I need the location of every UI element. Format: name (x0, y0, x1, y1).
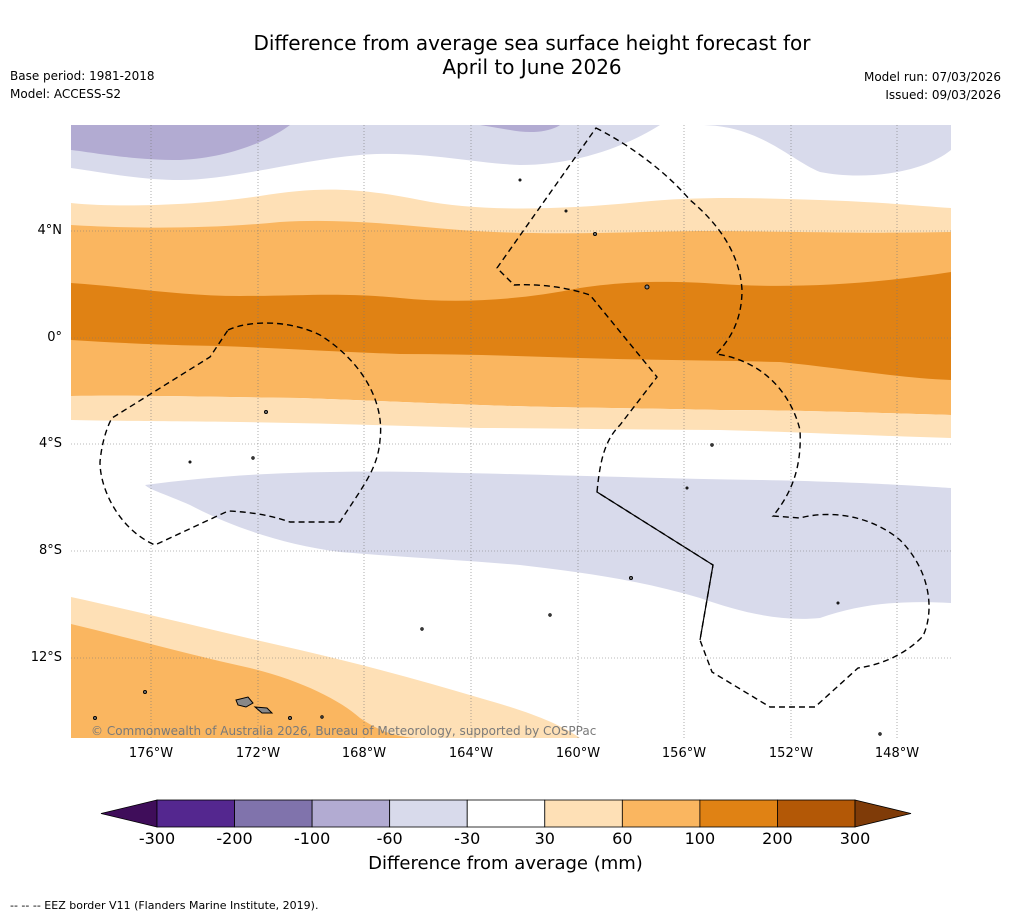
meta-left: Base period: 1981-2018 Model: ACCESS-S2 (10, 67, 155, 103)
contour-60-southwest (71, 624, 420, 738)
islands (93, 178, 882, 736)
eez-borders (99, 127, 930, 708)
colorbar-segment (699, 799, 778, 828)
colorbar-extend-low (100, 799, 158, 828)
lat-label-4n: 4°N (37, 223, 63, 238)
copyright-notice: © Commonwealth of Australia 2026, Bureau… (91, 724, 597, 738)
base-period: Base period: 1981-2018 (10, 69, 155, 83)
lat-label-8s: 8°S (38, 543, 62, 558)
eez-footnote: -- -- -- EEZ border V11 (Flanders Marine… (10, 899, 319, 912)
colorbar-tick-label: 30 (534, 829, 555, 848)
colorbar-tick-label: -100 (293, 829, 331, 848)
lat-label-12s: 12°S (30, 650, 62, 665)
colorbar-segment (156, 799, 235, 828)
colorbar-segment (621, 799, 701, 828)
colorbar-tick-label: 60 (612, 829, 633, 848)
colorbar-tick-label: 300 (839, 829, 871, 848)
map-area (71, 125, 951, 738)
lat-label-0: 0° (47, 330, 62, 345)
colorbar-tick-label: 100 (684, 829, 716, 848)
title-line-2: April to June 2026 (442, 55, 622, 79)
contour-neg60-north (71, 125, 290, 160)
meta-right: Model run: 07/03/2026 Issued: 09/03/2026 (864, 68, 1001, 104)
lon-label-156w: 156°W (661, 746, 707, 761)
colorbar-tick-label: -60 (376, 829, 403, 848)
lon-label-176w: 176°W (128, 746, 174, 761)
lon-label-152w: 152°W (768, 746, 814, 761)
lon-label-172w: 172°W (235, 746, 281, 761)
lon-label-168w: 168°W (341, 746, 387, 761)
contour-100-band (71, 272, 951, 380)
lon-label-164w: 164°W (448, 746, 494, 761)
model-name: Model: ACCESS-S2 (10, 87, 122, 101)
colorbar-tick-label: -200 (216, 829, 253, 848)
lon-label-160w: 160°W (555, 746, 601, 761)
eez-kiribati-phoenix (99, 322, 382, 546)
eez-kiribati-line (496, 127, 930, 708)
lon-label-148w: 148°W (874, 746, 920, 761)
colorbar-segment (466, 799, 546, 828)
contour-neg60-north-2 (480, 125, 560, 133)
contour-30-south (71, 395, 951, 438)
colorbar-segment (234, 799, 313, 828)
colorbar-label: Difference from average (mm) (368, 853, 643, 874)
colorbar-segment (777, 799, 856, 828)
contour-neg30-north (71, 125, 951, 180)
colorbar-tick-label: -300 (138, 829, 176, 848)
island-savaii (235, 696, 254, 708)
island-upolu (253, 706, 274, 714)
issued-date: Issued: 09/03/2026 (885, 88, 1001, 102)
graticule (71, 125, 951, 738)
colorbar-tick-label: -30 (454, 829, 481, 848)
colorbar-tick-label: 200 (762, 829, 793, 848)
model-run: Model run: 07/03/2026 (863, 70, 1001, 84)
contour-neg30-south (145, 471, 951, 619)
lat-label-4s: 4°S (38, 436, 62, 451)
eez-border-solid (596, 491, 714, 641)
title-line-1: Difference from average sea surface heig… (253, 31, 811, 55)
colorbar (100, 799, 912, 828)
colorbar-segment (544, 799, 623, 828)
colorbar-segment (389, 799, 468, 828)
colorbar-segment (311, 799, 391, 828)
colorbar-extend-high (854, 799, 912, 828)
chart-title: Difference from average sea surface heig… (0, 31, 1011, 79)
